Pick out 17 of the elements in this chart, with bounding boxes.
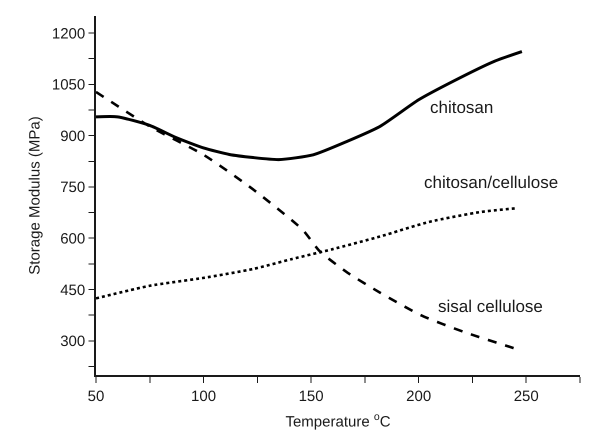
- x-tick-label: 100: [191, 388, 216, 405]
- y-tick-label: 1050: [52, 76, 86, 94]
- x-tick-label: 150: [298, 388, 324, 405]
- y-tick-label: 600: [60, 230, 86, 248]
- x-axis-title: Temperature $^{o}$C: [285, 410, 391, 430]
- y-axis-title: Storage Modulus (MPa): [26, 116, 44, 275]
- y-tick-label: 300: [60, 333, 86, 350]
- x-tick-label: 50: [88, 388, 104, 405]
- y-tick-label: 450: [60, 282, 86, 299]
- x-tick-label: 250: [514, 388, 539, 405]
- series-label: chitosan: [430, 98, 494, 117]
- y-tick-label: 900: [60, 128, 86, 145]
- y-tick-label: 750: [60, 179, 86, 196]
- series-label: sisal cellulose: [438, 297, 543, 316]
- x-tick-label: 200: [406, 388, 432, 405]
- series-label: chitosan/cellulose: [424, 173, 558, 192]
- y-tick-label: 1200: [52, 25, 86, 42]
